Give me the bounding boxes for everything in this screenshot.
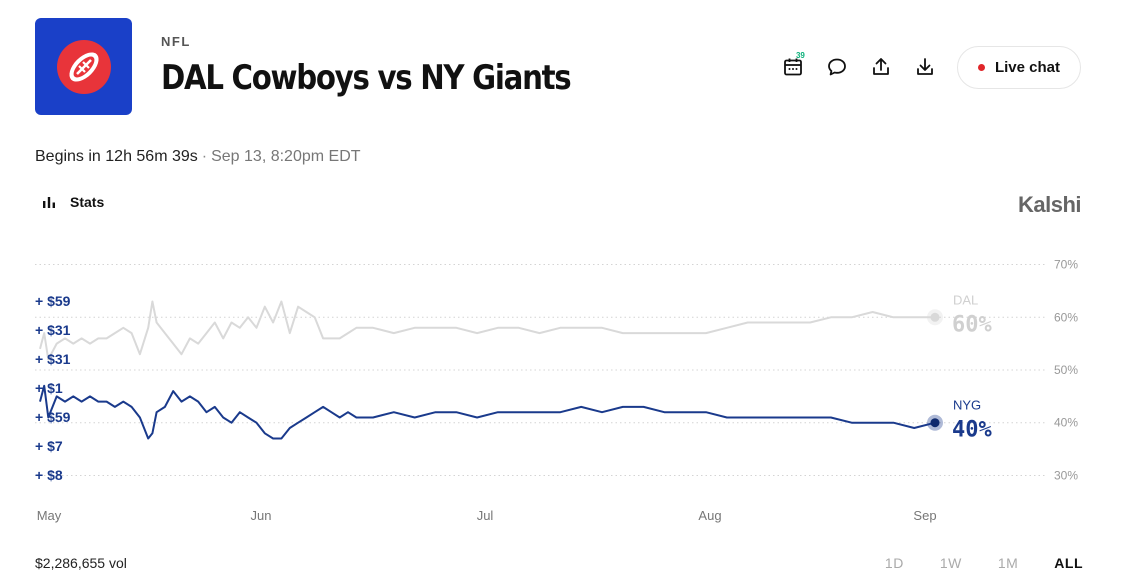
nfl-football-logo <box>35 18 132 115</box>
download-button[interactable] <box>903 45 947 89</box>
header-actions: 39 Live chat <box>771 45 1081 89</box>
kalshi-logo: Kalshi <box>1017 192 1082 217</box>
share-icon <box>873 58 889 75</box>
y-tick-label: 30% <box>1054 468 1078 482</box>
category-label: NFL <box>161 34 191 49</box>
x-tick-label: May <box>37 508 62 523</box>
series-name-label: DAL <box>953 292 978 307</box>
y-tick-label: 40% <box>1054 416 1078 430</box>
x-axis-ticks: May Jun Jul Aug Sep <box>37 508 937 523</box>
trade-ticker-item: + $31 <box>35 322 71 338</box>
y-tick-label: 50% <box>1054 363 1078 377</box>
grid-lines <box>35 264 1045 476</box>
separator: · <box>201 148 208 165</box>
trade-ticker-item: + $1 <box>35 380 63 396</box>
stats-button[interactable]: Stats <box>42 194 104 210</box>
comment-icon <box>828 58 846 76</box>
series-end-point <box>930 312 940 322</box>
range-option-all[interactable]: ALL <box>1054 555 1083 571</box>
range-option-1m[interactable]: 1M <box>997 555 1019 571</box>
trade-ticker-item: + $59 <box>35 409 71 425</box>
live-indicator-dot <box>977 63 985 71</box>
countdown-text: Begins in 12h 56m 39s <box>35 148 198 165</box>
series-name-label: NYG <box>953 398 981 413</box>
y-tick-label: 60% <box>1054 310 1078 324</box>
live-chat-button[interactable]: Live chat <box>956 45 1081 89</box>
range-option-1w[interactable]: 1W <box>939 555 962 571</box>
series-value-label: 60% <box>952 312 992 337</box>
share-button[interactable] <box>859 45 903 89</box>
football-icon <box>56 39 111 94</box>
bar-chart-icon <box>43 197 55 208</box>
download-icon <box>917 58 933 75</box>
trade-ticker-item: + $31 <box>35 351 71 367</box>
page-title: DAL Cowboys vs NY Giants <box>161 58 572 98</box>
x-tick-label: Aug <box>698 508 721 523</box>
comments-button[interactable] <box>815 45 859 89</box>
y-tick-label: 70% <box>1054 258 1078 272</box>
event-date: Sep 13, 8:20pm EDT <box>211 148 361 165</box>
series-line-nyg <box>39 384 936 440</box>
range-option-1d[interactable]: 1D <box>884 555 904 571</box>
series-lines: DAL 60% NYG 40% <box>39 292 992 443</box>
y-axis-ticks: 70% 60% 50% 40% 30% <box>1054 258 1078 483</box>
series-value-label: 40% <box>952 418 992 443</box>
x-tick-label: Jul <box>477 508 494 523</box>
calendar-icon <box>784 58 802 76</box>
stats-label: Stats <box>70 194 105 210</box>
trade-ticker: + $59 + $31 + $31 + $1 + $59 + $7 + $8 <box>35 293 71 483</box>
time-range-selector: 1D 1W 1M ALL <box>885 555 1083 571</box>
trade-ticker-item: + $7 <box>35 438 63 454</box>
x-tick-label: Jun <box>251 508 272 523</box>
calendar-badge: 39 <box>795 51 805 60</box>
trade-ticker-item: + $8 <box>35 467 63 483</box>
x-tick-label: Sep <box>913 508 936 523</box>
event-start-info: Begins in 12h 56m 39s · Sep 13, 8:20pm EDT <box>35 148 361 166</box>
trade-ticker-item: + $59 <box>35 293 71 309</box>
calendar-button[interactable]: 39 <box>771 45 815 89</box>
live-chat-label: Live chat <box>994 58 1060 76</box>
volume-label: $2,286,655 vol <box>35 555 127 571</box>
series-end-point <box>930 418 940 428</box>
series-line-dal <box>39 300 935 361</box>
